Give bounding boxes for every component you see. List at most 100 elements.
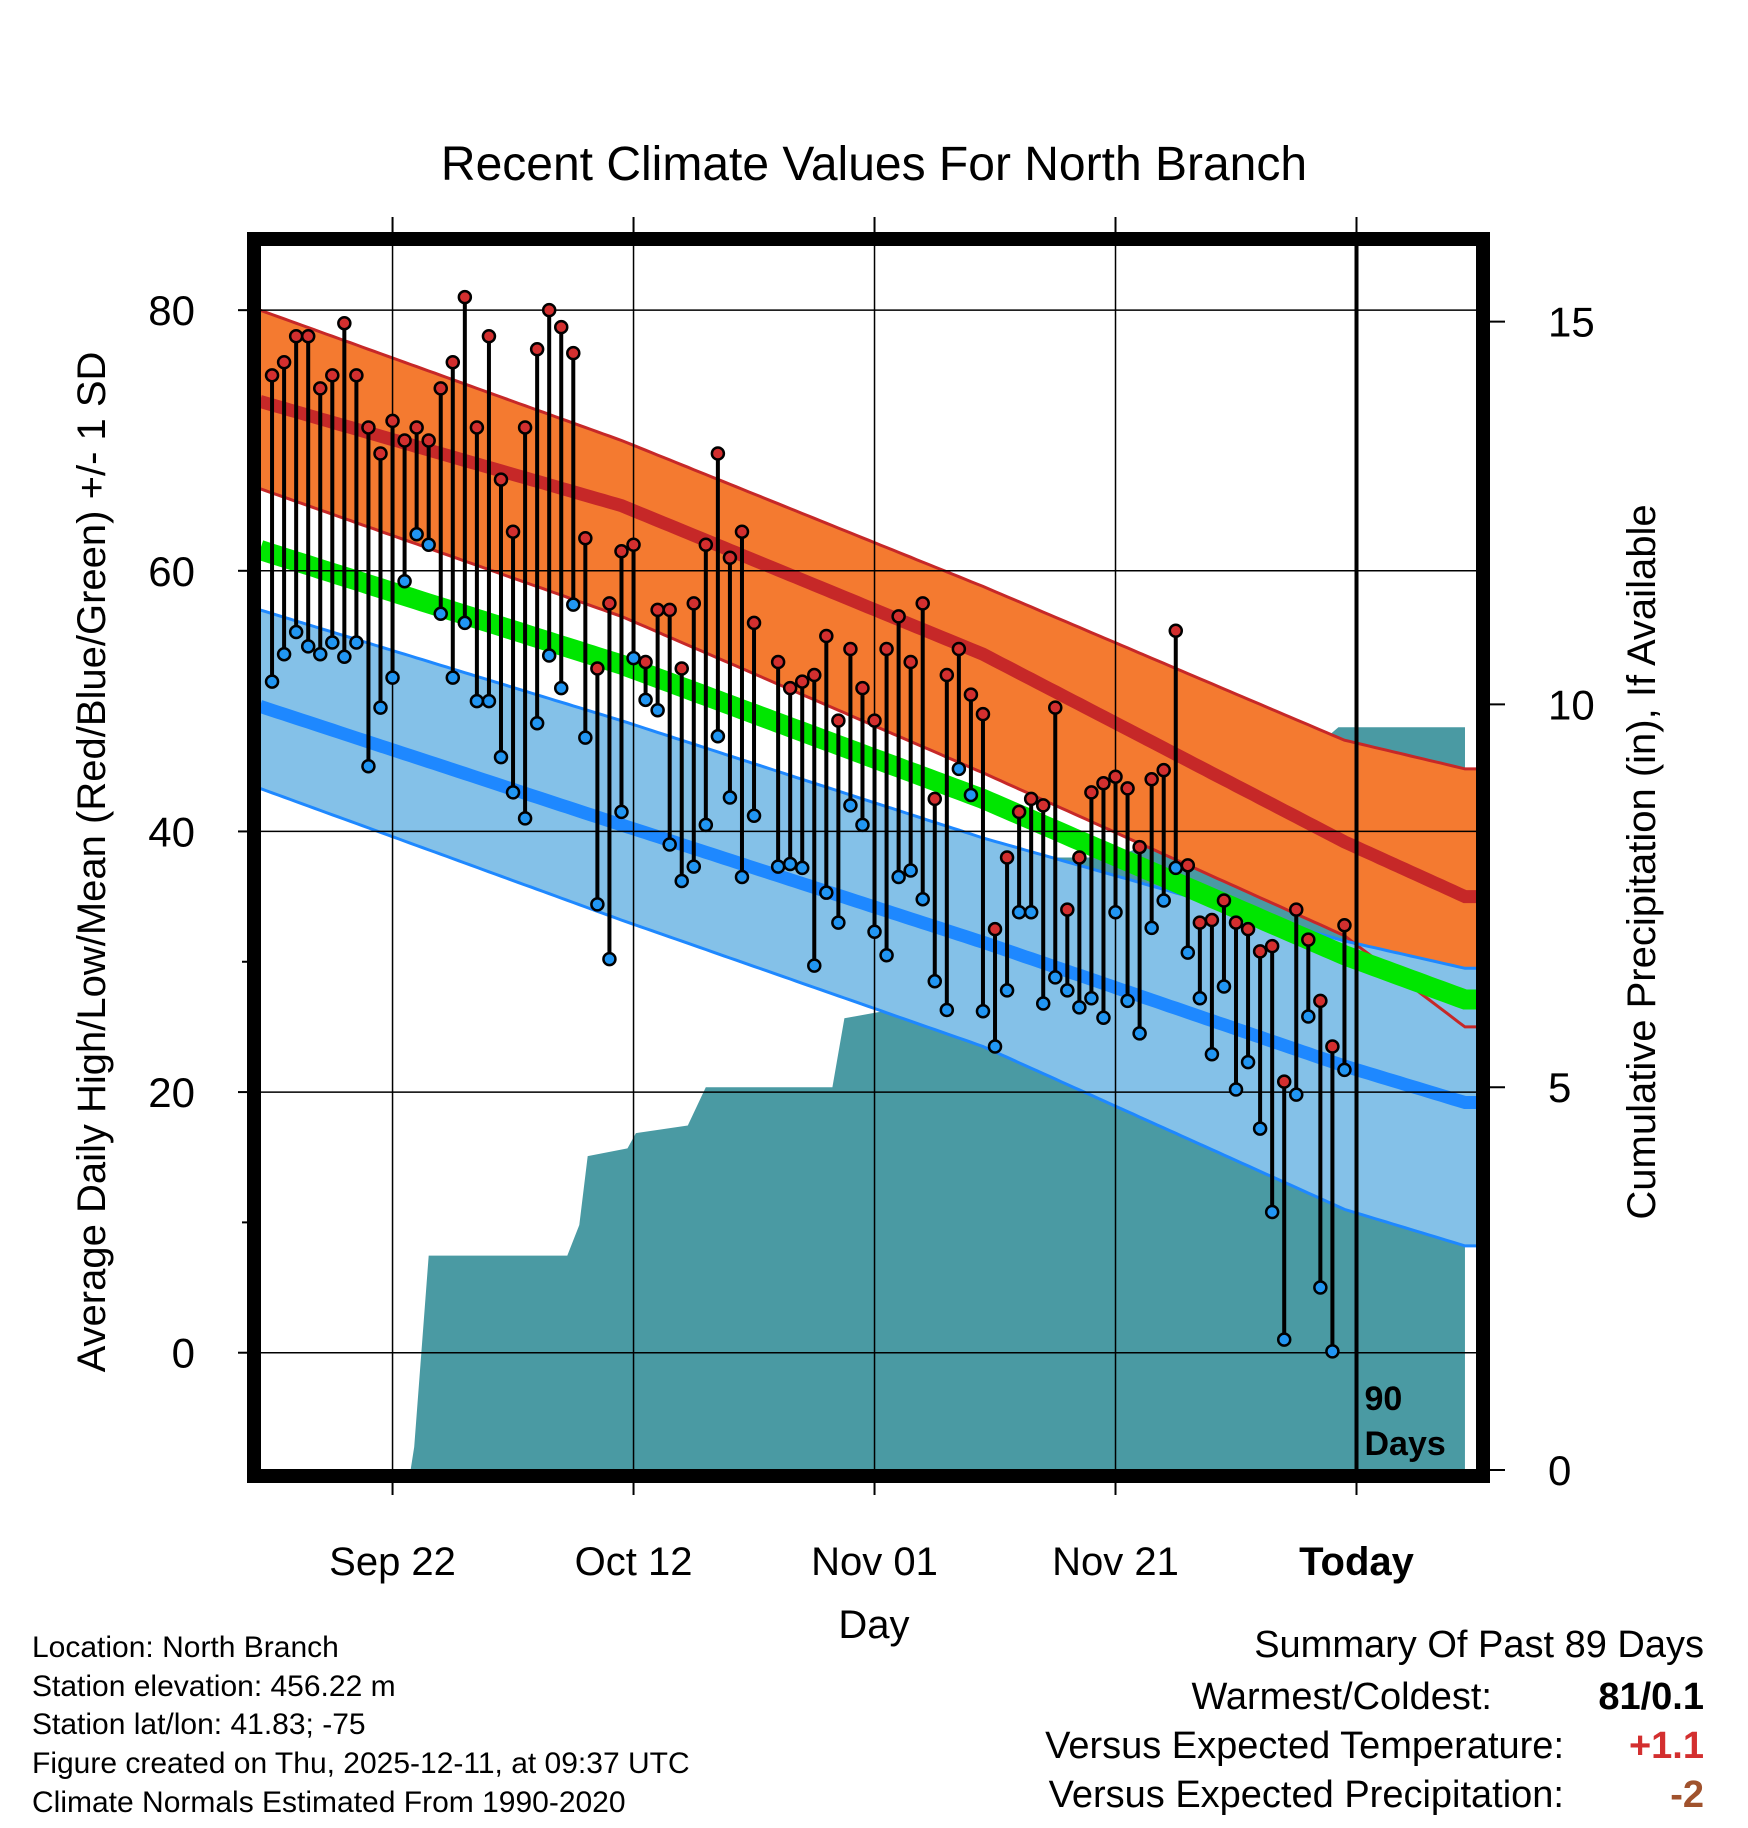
obs-low-point: [578, 730, 593, 745]
obs-high-point: [710, 446, 726, 461]
obs-low-point: [963, 787, 979, 803]
obs-low-point: [433, 606, 448, 622]
obs-high-point: [1120, 781, 1135, 796]
obs-low-point: [1289, 1087, 1304, 1102]
obs-high-point: [1180, 858, 1196, 873]
plot-content: 90 Days: [260, 245, 1477, 1470]
obs-high-point: [794, 674, 810, 689]
obs-low-point: [1192, 990, 1208, 1006]
obs-low-point: [879, 947, 894, 963]
obs-low-point: [529, 716, 545, 731]
obs-low-point: [590, 897, 605, 912]
obs-high-point: [409, 420, 424, 435]
obs-low-point: [722, 790, 738, 805]
obs-high-point: [578, 530, 593, 546]
obs-low-point: [819, 885, 834, 900]
y2-tick-label: 0: [1548, 1447, 1571, 1494]
x-tick-label: Nov 01: [811, 1540, 938, 1584]
plot-frame: [247, 232, 1490, 1483]
obs-low-point: [505, 785, 521, 800]
obs-high-point: [1168, 623, 1184, 638]
obs-high-point: [300, 328, 316, 344]
obs-high-point: [1313, 993, 1328, 1009]
obs-low-point: [939, 1002, 955, 1018]
obs-low-point: [891, 869, 906, 885]
y-tick-label: 60: [148, 548, 195, 595]
obs-high-point: [698, 537, 714, 552]
obs-high-point: [373, 446, 388, 461]
summary-separator: /: [1640, 1676, 1652, 1718]
y2-axis-label: Cumulative Precipitation (in), If Availa…: [1620, 504, 1664, 1219]
obs-high-point: [1023, 791, 1039, 807]
obs-high-point: [1276, 1074, 1292, 1089]
y2-tick-label: 15: [1548, 299, 1595, 346]
obs-high-point: [891, 609, 906, 624]
obs-low-point: [1120, 993, 1135, 1009]
obs-high-point: [1325, 1039, 1340, 1054]
info-location: Location: North Branch: [32, 1631, 339, 1664]
obs-low-point: [457, 615, 473, 631]
obs-high-point: [987, 921, 1003, 937]
obs-low-point: [276, 646, 292, 662]
obs-high-point: [963, 687, 979, 702]
obs-low-point: [566, 597, 581, 612]
obs-low-point: [1313, 1280, 1328, 1295]
obs-low-point: [602, 951, 617, 967]
obs-high-point: [541, 302, 557, 318]
obs-high-point: [1301, 932, 1316, 947]
info-elevation: Station elevation: 456.22 m: [32, 1670, 396, 1703]
window-label-days-word: Days: [1365, 1425, 1446, 1463]
info-normals: Climate Normals Estimated From 1990-2020: [32, 1786, 626, 1819]
info-created: Figure created on Thu, 2025-12-11, at 09…: [32, 1747, 690, 1780]
obs-high-point: [1144, 772, 1159, 787]
obs-high-point: [999, 850, 1015, 865]
obs-high-point: [337, 315, 352, 331]
y2-tick-label: 5: [1548, 1064, 1571, 1111]
obs-high-point: [469, 420, 485, 435]
obs-low-point: [1276, 1332, 1292, 1347]
summary-precip-label: Versus Expected Precipitation:: [1048, 1774, 1564, 1816]
obs-high-point: [1252, 944, 1268, 959]
obs-low-point: [493, 749, 509, 765]
y-tick-label: 0: [172, 1330, 195, 1377]
obs-low-point: [1180, 945, 1196, 960]
obs-low-point: [686, 859, 702, 874]
obs-low-point: [674, 873, 689, 889]
obs-high-point: [807, 667, 822, 683]
mean-line: [260, 540, 1477, 1010]
obs-low-point: [1301, 1009, 1316, 1024]
low-mean-line: [260, 700, 1477, 1109]
obs-low-point: [1011, 904, 1027, 920]
obs-high-point: [975, 706, 991, 722]
obs-high-point: [734, 524, 750, 539]
obs-high-point: [566, 345, 581, 361]
obs-low-point: [361, 759, 376, 774]
window-label-days-count: 90: [1365, 1380, 1403, 1418]
summary-temp-label: Versus Expected Temperature:: [1045, 1725, 1564, 1767]
obs-high-point: [1011, 804, 1027, 820]
y-tick-label: 80: [148, 287, 195, 334]
obs-low-point: [1168, 860, 1184, 876]
obs-high-point: [626, 537, 641, 552]
obs-low-point: [843, 798, 858, 813]
obs-high-point: [638, 654, 653, 670]
obs-low-point: [481, 693, 497, 709]
obs-low-point: [782, 856, 798, 872]
summary-warmest: 81: [1598, 1676, 1641, 1718]
obs-low-point: [1048, 970, 1063, 985]
obs-high-point: [831, 713, 846, 728]
chart-title: Recent Climate Values For North Branch: [441, 138, 1307, 191]
obs-low-point: [638, 692, 653, 708]
obs-high-point: [614, 544, 629, 559]
info-latlon: Station lat/lon: 41.83; -75: [32, 1708, 366, 1741]
summary-warm-cold-label: Warmest/Coldest:: [1191, 1676, 1492, 1718]
obs-high-point: [445, 355, 461, 370]
obs-high-point: [590, 661, 605, 676]
obs-high-point: [867, 713, 882, 728]
obs-low-point: [1204, 1047, 1220, 1062]
obs-high-point: [1084, 785, 1099, 800]
obs-low-point: [1156, 893, 1171, 908]
obs-low-point: [421, 537, 436, 552]
obs-high-point: [385, 413, 400, 429]
